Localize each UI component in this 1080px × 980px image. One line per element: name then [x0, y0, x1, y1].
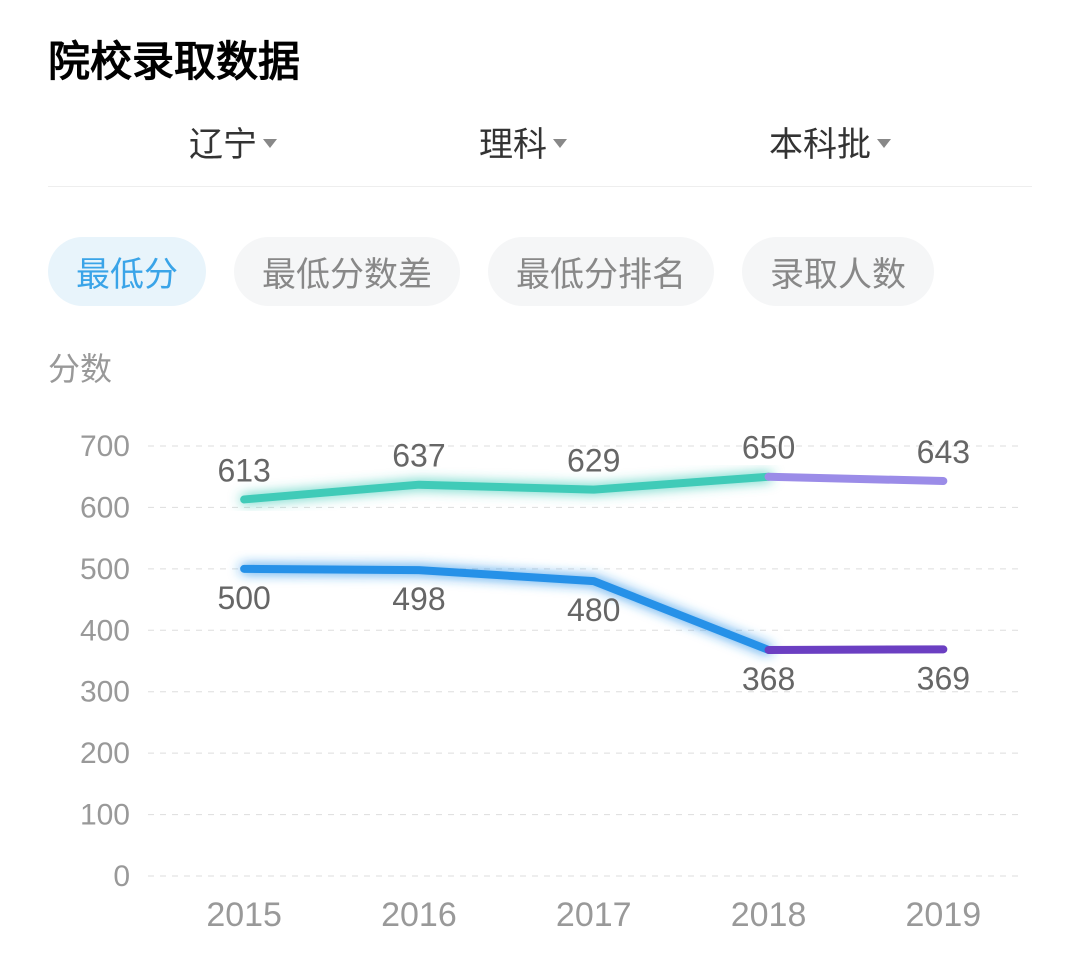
y-axis-label: 分数 — [48, 344, 1032, 390]
dropdown-subject-label: 理科 — [479, 117, 547, 166]
svg-text:643: 643 — [917, 434, 970, 470]
svg-text:480: 480 — [567, 592, 620, 628]
filter-dropdowns: 辽宁 理科 本科批 — [48, 117, 1032, 187]
svg-text:100: 100 — [80, 799, 130, 832]
tab-score-diff[interactable]: 最低分数差 — [234, 237, 460, 306]
svg-text:600: 600 — [80, 491, 130, 524]
chevron-down-icon — [877, 139, 891, 148]
svg-text:300: 300 — [80, 676, 130, 709]
svg-text:500: 500 — [80, 553, 130, 586]
svg-text:700: 700 — [80, 430, 130, 463]
chevron-down-icon — [263, 139, 277, 148]
svg-text:400: 400 — [80, 614, 130, 647]
dropdown-province-label: 辽宁 — [189, 117, 257, 166]
svg-text:200: 200 — [80, 737, 130, 770]
svg-text:369: 369 — [917, 660, 970, 696]
dropdown-province[interactable]: 辽宁 — [189, 117, 277, 166]
svg-text:2017: 2017 — [556, 896, 632, 934]
dropdown-batch-label: 本科批 — [769, 117, 871, 166]
tab-admit-count[interactable]: 录取人数 — [742, 237, 934, 306]
svg-text:368: 368 — [742, 661, 795, 697]
chevron-down-icon — [553, 139, 567, 148]
svg-text:0: 0 — [113, 860, 130, 893]
svg-text:637: 637 — [392, 438, 445, 474]
dropdown-subject[interactable]: 理科 — [479, 117, 567, 166]
svg-text:2016: 2016 — [381, 896, 457, 934]
line-chart: 0 100 200 300 400 500 600 700 2015 2016 2017 2018 20… — [48, 406, 1032, 946]
svg-text:629: 629 — [567, 443, 620, 479]
svg-text:498: 498 — [392, 581, 445, 617]
svg-text:650: 650 — [742, 430, 795, 466]
metric-tabs: 最低分 最低分数差 最低分排名 录取人数 — [0, 207, 1080, 326]
svg-text:2019: 2019 — [906, 896, 982, 934]
svg-text:613: 613 — [217, 452, 270, 488]
page-title: 院校录取数据 — [48, 28, 1032, 89]
tab-min-score[interactable]: 最低分 — [48, 237, 206, 306]
tab-rank[interactable]: 最低分排名 — [488, 237, 714, 306]
svg-text:2018: 2018 — [731, 896, 807, 934]
dropdown-batch[interactable]: 本科批 — [769, 117, 891, 166]
chart-area: 分数 0 100 200 300 400 500 600 700 2015 2016 2017 201… — [0, 326, 1080, 946]
svg-text:2015: 2015 — [206, 896, 282, 934]
svg-text:500: 500 — [217, 580, 270, 616]
